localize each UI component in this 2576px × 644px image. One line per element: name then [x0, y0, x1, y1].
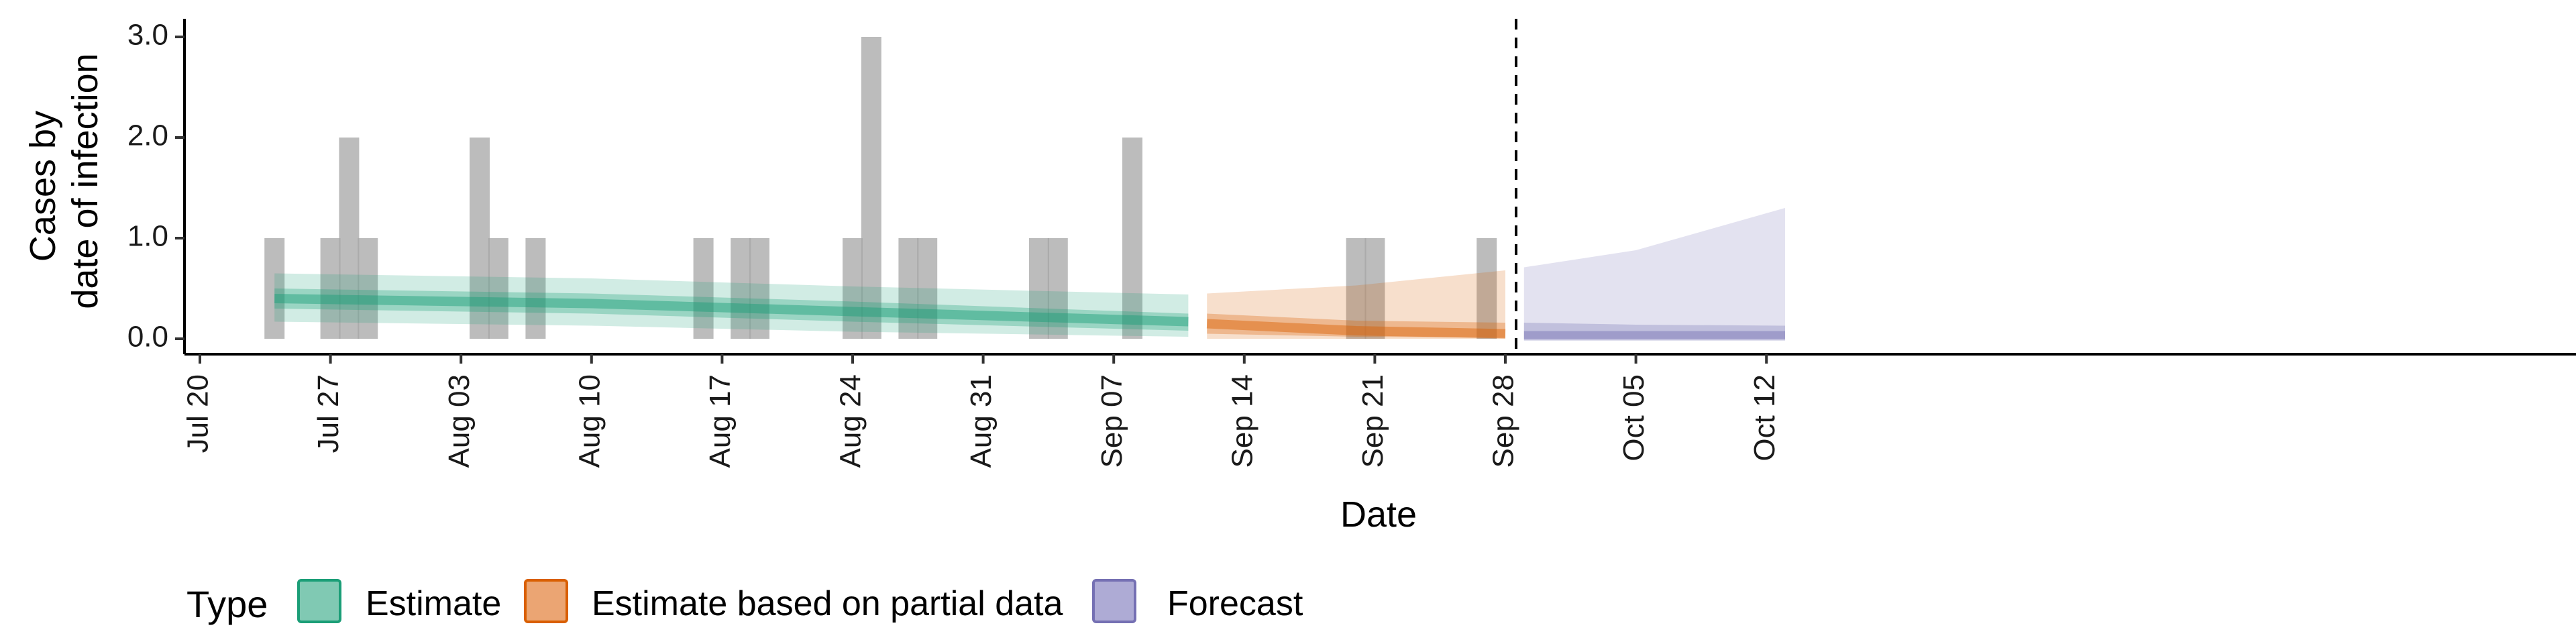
x-tick-label-5: Aug 24: [835, 374, 867, 468]
case-bar-2020-08-27: [898, 238, 919, 339]
y-axis-title: Cases by date of infection: [23, 53, 105, 309]
x-tick-label-12: Oct 12: [1748, 374, 1781, 462]
estimate-median-line: [274, 294, 1189, 327]
case-bar-2020-09-27: [1477, 238, 1497, 339]
case-bar-2020-09-08: [1122, 138, 1142, 339]
legend: Type Estimate Estimate based on partial d…: [186, 579, 1303, 625]
legend-key-estimate: [297, 579, 341, 623]
case-bar-2020-07-29: [358, 238, 378, 339]
case-bar-2020-09-03: [1029, 238, 1049, 339]
legend-key-estimate-based-on-partial-data: [524, 579, 568, 623]
estimate-based-on-partial-data-median-line: [1206, 319, 1506, 339]
x-axis-title: Date: [1340, 494, 1417, 535]
case-bar-2020-08-28: [917, 238, 938, 339]
x-tick-label-6: Aug 31: [965, 374, 998, 468]
estimate-inner-band: [274, 288, 1189, 331]
axes: [183, 19, 2576, 356]
x-tick-label-10: Sep 28: [1487, 374, 1520, 468]
x-tick-label-0: Jul 20: [182, 374, 215, 453]
x-tick-label-9: Sep 21: [1356, 374, 1389, 468]
case-bar-2020-08-05: [488, 238, 508, 339]
estimate-based-on-partial-data-outer-band: [1207, 270, 1505, 339]
forecast-outer-band: [1523, 208, 1785, 339]
case-bar-2020-08-07: [525, 238, 546, 339]
y-tick-label-1: 1.0: [127, 220, 168, 253]
x-tick-label-3: Aug 10: [573, 374, 606, 468]
legend-label-forecast: Forecast: [1167, 584, 1303, 623]
legend-key-forecast: [1092, 579, 1136, 623]
y-tick-label-2: 2.0: [127, 119, 168, 152]
case-bar-2020-08-16: [693, 238, 714, 339]
case-bar-2020-09-21: [1364, 238, 1385, 339]
forecast-inner-band: [1523, 323, 1785, 339]
estimate-bands: [274, 208, 1785, 341]
x-tick-label-1: Jul 27: [312, 374, 345, 453]
y-tick-label-0: 0.0: [127, 321, 168, 354]
legend-title: Type: [186, 583, 268, 625]
y-axis-title-line-1: Cases by: [23, 111, 63, 262]
case-bar-2020-08-19: [749, 238, 769, 339]
observed-cases-bars: [264, 37, 1497, 339]
x-axis-ticks: Jul 20 Jul 27 Aug 03 Aug 10 Aug 17 Aug 24 Aug …: [182, 354, 1781, 468]
estimate-based-on-partial-data-inner-band: [1207, 313, 1505, 338]
case-bar-2020-07-28: [339, 138, 360, 339]
case-bar-2020-09-04: [1047, 238, 1068, 339]
legend-label-estimate-based-on-partial-data: Estimate based on partial data: [592, 584, 1063, 623]
x-tick-label-4: Aug 17: [704, 374, 737, 468]
case-bar-2020-08-24: [843, 238, 863, 339]
x-tick-label-2: Aug 03: [443, 374, 476, 468]
case-bar-2020-07-24: [264, 238, 285, 339]
case-bar-2020-09-20: [1346, 238, 1366, 339]
legend-label-estimate: Estimate: [366, 584, 501, 623]
case-bar-2020-08-18: [731, 238, 751, 339]
y-tick-label-3: 3.0: [127, 19, 168, 52]
x-tick-label-7: Sep 07: [1095, 374, 1128, 468]
case-bar-2020-08-25: [861, 37, 881, 339]
estimate-outer-band: [274, 273, 1189, 337]
case-bar-2020-07-27: [320, 238, 341, 339]
y-axis-title-line-2: date of infection: [65, 53, 105, 309]
y-axis-ticks: 0.0 1.0 2.0 3.0: [127, 19, 184, 354]
case-bar-2020-08-04: [470, 138, 490, 339]
x-tick-label-8: Sep 14: [1226, 374, 1258, 468]
x-tick-label-11: Oct 05: [1617, 374, 1650, 462]
